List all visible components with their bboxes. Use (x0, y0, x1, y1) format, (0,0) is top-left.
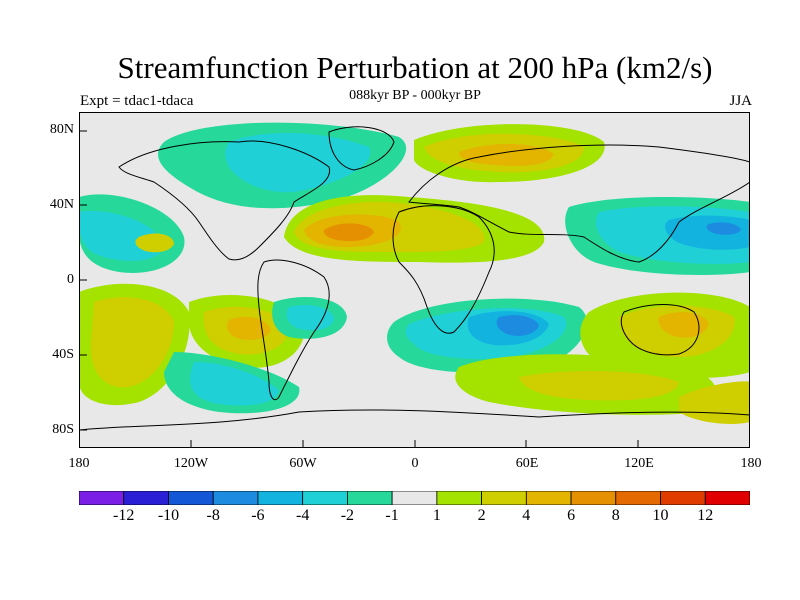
spac-low-inner (190, 362, 279, 406)
colorbar-label-3: -6 (251, 507, 265, 524)
satl-low-inner (286, 305, 334, 331)
colorbar-box-7 (391, 491, 438, 505)
axis-ticks (79, 130, 639, 448)
lat-label-0: 0 (67, 272, 74, 287)
colorbar-box-8 (436, 491, 482, 505)
easia-low-core (706, 222, 741, 235)
colorbar-label-11: 8 (611, 507, 620, 524)
colorbar-box-4 (257, 491, 304, 505)
colorbar-box-14 (704, 491, 750, 505)
lon-label-120e: 120E (624, 456, 654, 471)
eurasia-coast (408, 144, 750, 263)
southern-band-inner (519, 370, 679, 401)
chart-title: Streamfunction Perturbation at 200 hPa (… (117, 50, 713, 85)
south-america-coast (257, 259, 330, 401)
streamfunction-map (79, 112, 750, 448)
na-low-inner (225, 132, 371, 193)
colorbar-box-0 (79, 491, 125, 505)
natl-high-core (323, 223, 374, 242)
colorbar-label-10: 6 (567, 507, 576, 524)
colorbar-box-2 (168, 491, 214, 505)
australia-coast (620, 304, 700, 356)
sepac-high-mid (90, 297, 174, 388)
sepac-high-2-core (227, 316, 271, 340)
sind-low-core (496, 315, 539, 336)
lat-label-80s: 80S (52, 422, 74, 437)
lat-label-40s: 40S (52, 347, 74, 362)
lon-label-0: 0 (411, 456, 419, 471)
colorbar-box-5 (302, 491, 348, 505)
experiment-label: Expt = tdac1-tdaca (80, 93, 194, 109)
colorbar (79, 491, 750, 505)
contour-fills (79, 122, 750, 424)
colorbar-label-0: -12 (113, 507, 135, 524)
colorbar-box-13 (660, 491, 706, 505)
colorbar-box-12 (615, 491, 661, 505)
colorbar-box-3 (212, 491, 259, 505)
colorbar-label-13: 12 (697, 507, 714, 524)
colorbar-label-12: 10 (652, 507, 669, 524)
lon-label-60w: 60W (289, 456, 317, 471)
aus-high-core (658, 312, 709, 338)
colorbar-box-11 (570, 491, 617, 505)
lat-label-40n: 40N (49, 197, 74, 212)
lon-label-180e: 180 (740, 456, 762, 471)
colorbar-label-7: 1 (432, 507, 441, 524)
colorbar-label-6: -1 (385, 507, 399, 524)
colorbar-label-1: -10 (157, 507, 180, 524)
north-america-coast (118, 140, 331, 261)
africa-coast (392, 205, 495, 334)
lon-label-180w: 180 (68, 456, 90, 471)
colorbar-box-6 (346, 491, 393, 505)
lon-label-60e: 60E (515, 456, 539, 471)
colorbar-label-2: -8 (206, 507, 220, 524)
chart-subtitle: 088kyr BP - 000kyr BP (349, 88, 481, 103)
season-label: JJA (729, 93, 752, 109)
colorbar-label-8: 2 (477, 507, 486, 524)
epac-high-spot (135, 233, 174, 253)
colorbar-label-9: 4 (522, 507, 531, 524)
colorbar-label-4: -4 (296, 507, 310, 524)
colorbar-label-5: -2 (340, 507, 355, 524)
lon-label-120w: 120W (173, 456, 209, 471)
colorbar-box-1 (123, 491, 169, 505)
coastlines (79, 126, 750, 431)
colorbar-box-9 (481, 491, 527, 505)
colorbar-box-10 (525, 491, 572, 505)
lat-label-80n: 80N (49, 122, 74, 137)
greenland-coast (328, 126, 395, 171)
antarctica-coast (79, 409, 750, 431)
